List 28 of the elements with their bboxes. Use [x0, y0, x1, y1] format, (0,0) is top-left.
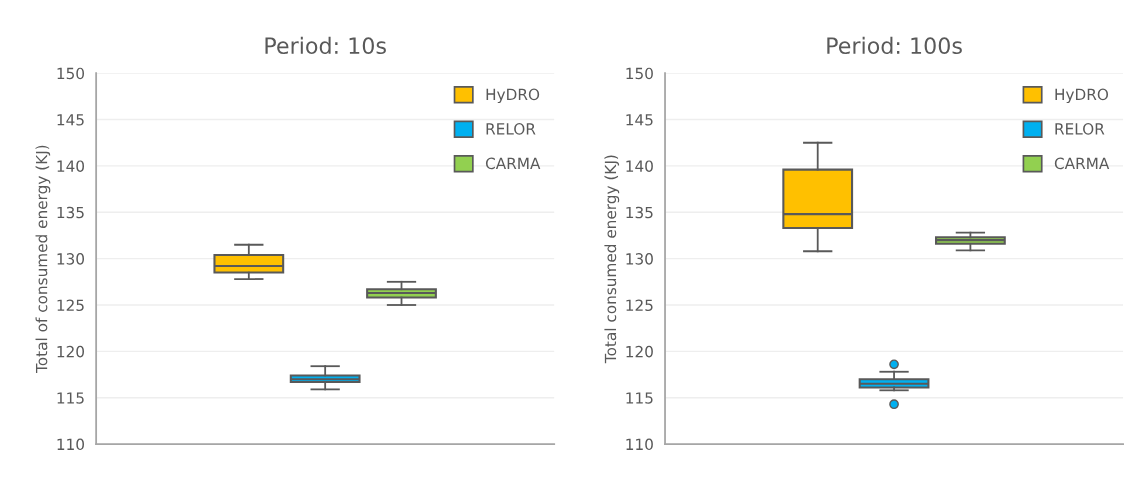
y-axis-title: Total consumed energy (KJ): [604, 155, 620, 364]
y-tick-label: 140: [57, 160, 85, 172]
y-tick-label: 150: [57, 67, 85, 80]
y-tick-label: 125: [57, 299, 84, 312]
y-tick-label: 140: [626, 160, 653, 172]
y-tick-label: 125: [626, 299, 653, 312]
y-tick-label: 110: [57, 438, 85, 451]
y-tick-label: 145: [57, 114, 84, 126]
legend-label: CARMA: [1054, 157, 1110, 170]
y-tick-label: 115: [626, 392, 653, 404]
y-tick-label: 110: [626, 438, 653, 451]
legend-label: CARMA: [485, 157, 541, 170]
y-tick-label: 135: [626, 206, 653, 219]
legend-label: RELOR: [486, 123, 536, 135]
y-tick-label: 130: [626, 253, 653, 265]
y-tick-label: 120: [57, 345, 85, 358]
chart-title: Period: 100s: [827, 36, 962, 55]
chart-title: Period: 10s: [265, 36, 386, 55]
y-tick-label: 115: [57, 392, 84, 404]
legend-label: RELOR: [1055, 123, 1105, 135]
y-tick-label: 130: [57, 253, 85, 265]
y-axis-title: Total of consumed energy (KJ): [35, 145, 51, 373]
legend-label: HyDRO: [486, 88, 540, 104]
legend-label: HyDRO: [1055, 88, 1109, 104]
y-tick-label: 120: [626, 345, 653, 358]
y-tick-label: 135: [57, 206, 84, 219]
y-tick-label: 145: [626, 114, 653, 126]
y-tick-label: 150: [626, 67, 653, 80]
